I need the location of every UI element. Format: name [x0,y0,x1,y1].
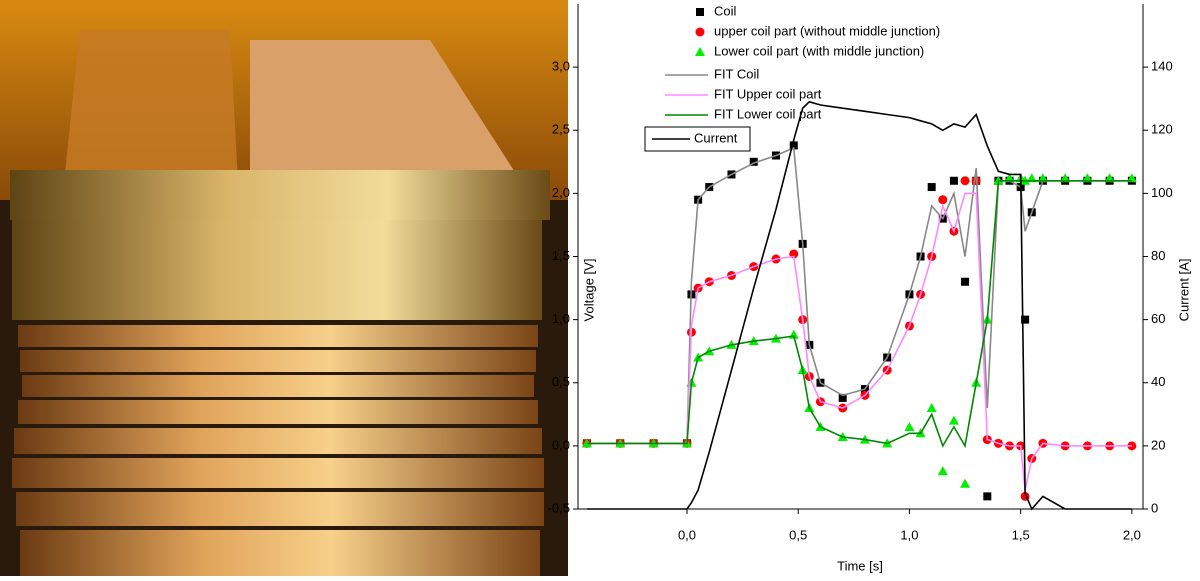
point [695,47,705,56]
legend-label: FIT Upper coil part [714,86,822,101]
x-tick-label: 2,0 [1123,527,1141,542]
series-line [586,100,1132,511]
point [1126,173,1137,183]
series-line [586,192,1132,491]
point [927,183,936,192]
y-tick-label: 2,5 [552,122,570,137]
point [938,195,948,205]
legend-label: Lower coil part (with middle junction) [714,43,924,58]
x-axis-label: Time [s] [837,558,883,573]
y-tick-label: 3,0 [552,59,570,74]
legend-label: Coil [714,3,737,18]
point [838,393,847,402]
photo [0,0,568,576]
point [1021,315,1030,324]
series-line [586,146,1132,445]
y-tick-label: 2,0 [552,185,570,200]
point [1060,173,1071,183]
y-tick-label: -0,5 [548,500,570,515]
y2-axis-label: Current [A] [1176,259,1191,322]
x-tick-label: 0,0 [678,527,696,542]
y2-tick-label: 40 [1151,374,1165,389]
point [695,27,705,37]
point [1004,173,1015,183]
point [904,421,915,431]
chart: Time [s] Voltage [V] Current [A] [581,259,1191,574]
point [961,277,970,286]
legend-label: FIT Lower coil part [714,106,822,121]
x-tick-label: 1,0 [900,527,918,542]
legend-label: FIT Coil [714,66,759,81]
point [581,438,592,448]
series-line [586,180,1132,449]
point [789,141,798,150]
point [1037,173,1048,183]
y-axis-label: Voltage [V] [581,259,596,322]
point [937,466,948,476]
point [949,176,958,185]
point [1082,173,1093,183]
y2-tick-label: 20 [1151,437,1165,452]
y2-tick-label: 80 [1151,248,1165,263]
y-tick-label: 1,0 [552,311,570,326]
point [983,492,992,501]
x-tick-label: 1,5 [1012,527,1030,542]
point [696,8,704,16]
y-tick-label: 0,5 [552,374,570,389]
point [749,157,758,166]
y2-tick-label: 60 [1151,311,1165,326]
y2-tick-label: 120 [1151,122,1173,137]
point [926,403,937,412]
point [1104,173,1115,183]
point [960,176,970,186]
legend-label: upper coil part (without middle junction… [714,23,940,38]
legend-label: Current [694,130,738,145]
point [948,415,959,425]
y-tick-label: 1,5 [552,248,570,263]
y2-tick-label: 0 [1151,500,1158,515]
point [1026,173,1037,183]
point [960,478,971,488]
y2-tick-label: 100 [1151,185,1173,200]
x-tick-label: 0,5 [789,527,807,542]
y-tick-label: 0,0 [552,437,570,452]
y2-tick-label: 140 [1151,59,1173,74]
